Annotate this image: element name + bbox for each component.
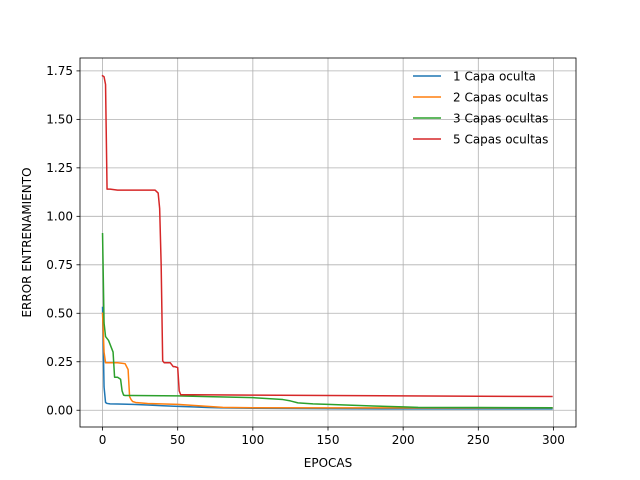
x-tick-label: 250	[467, 433, 490, 447]
legend-entry-label: 2 Capas ocultas	[453, 90, 548, 104]
y-tick-label: 1.75	[46, 64, 73, 78]
y-tick-label: 0.50	[46, 307, 73, 321]
series-line	[101, 306, 553, 410]
y-tick-label: 1.00	[46, 210, 73, 224]
y-tick-label: 0.00	[46, 404, 73, 418]
x-tick-label: 300	[542, 433, 565, 447]
x-tick-label: 150	[317, 433, 340, 447]
legend-entry-label: 1 Capa oculta	[453, 69, 536, 83]
x-axis-label: EPOCAS	[304, 456, 352, 470]
series-line	[101, 233, 553, 409]
x-tick-label: 0	[99, 433, 107, 447]
legend-entry-label: 5 Capas ocultas	[453, 132, 548, 146]
x-tick-label: 100	[241, 433, 264, 447]
grid-lines	[80, 58, 576, 427]
y-tick-label: 0.25	[46, 355, 73, 369]
series-line	[101, 312, 553, 409]
y-axis-label: ERROR ENTRENAMIENTO	[20, 167, 34, 317]
y-tick-label: 1.25	[46, 161, 73, 175]
y-tick-label: 1.50	[46, 113, 73, 127]
series-lines	[101, 74, 553, 410]
series-line	[101, 74, 553, 398]
legend: 1 Capa oculta 2 Capas ocultas 3 Capas ocul…	[413, 69, 548, 146]
y-axis-ticks: 0.00 0.25 0.50 0.75 1.00 1.25 1.50 1.75	[46, 64, 80, 418]
y-tick-label: 0.75	[46, 258, 73, 272]
legend-entry-label: 3 Capas ocultas	[453, 111, 548, 125]
x-tick-label: 200	[392, 433, 415, 447]
x-tick-label: 50	[170, 433, 185, 447]
x-axis-ticks: 0 50 100 150 200 250 300	[99, 427, 565, 447]
